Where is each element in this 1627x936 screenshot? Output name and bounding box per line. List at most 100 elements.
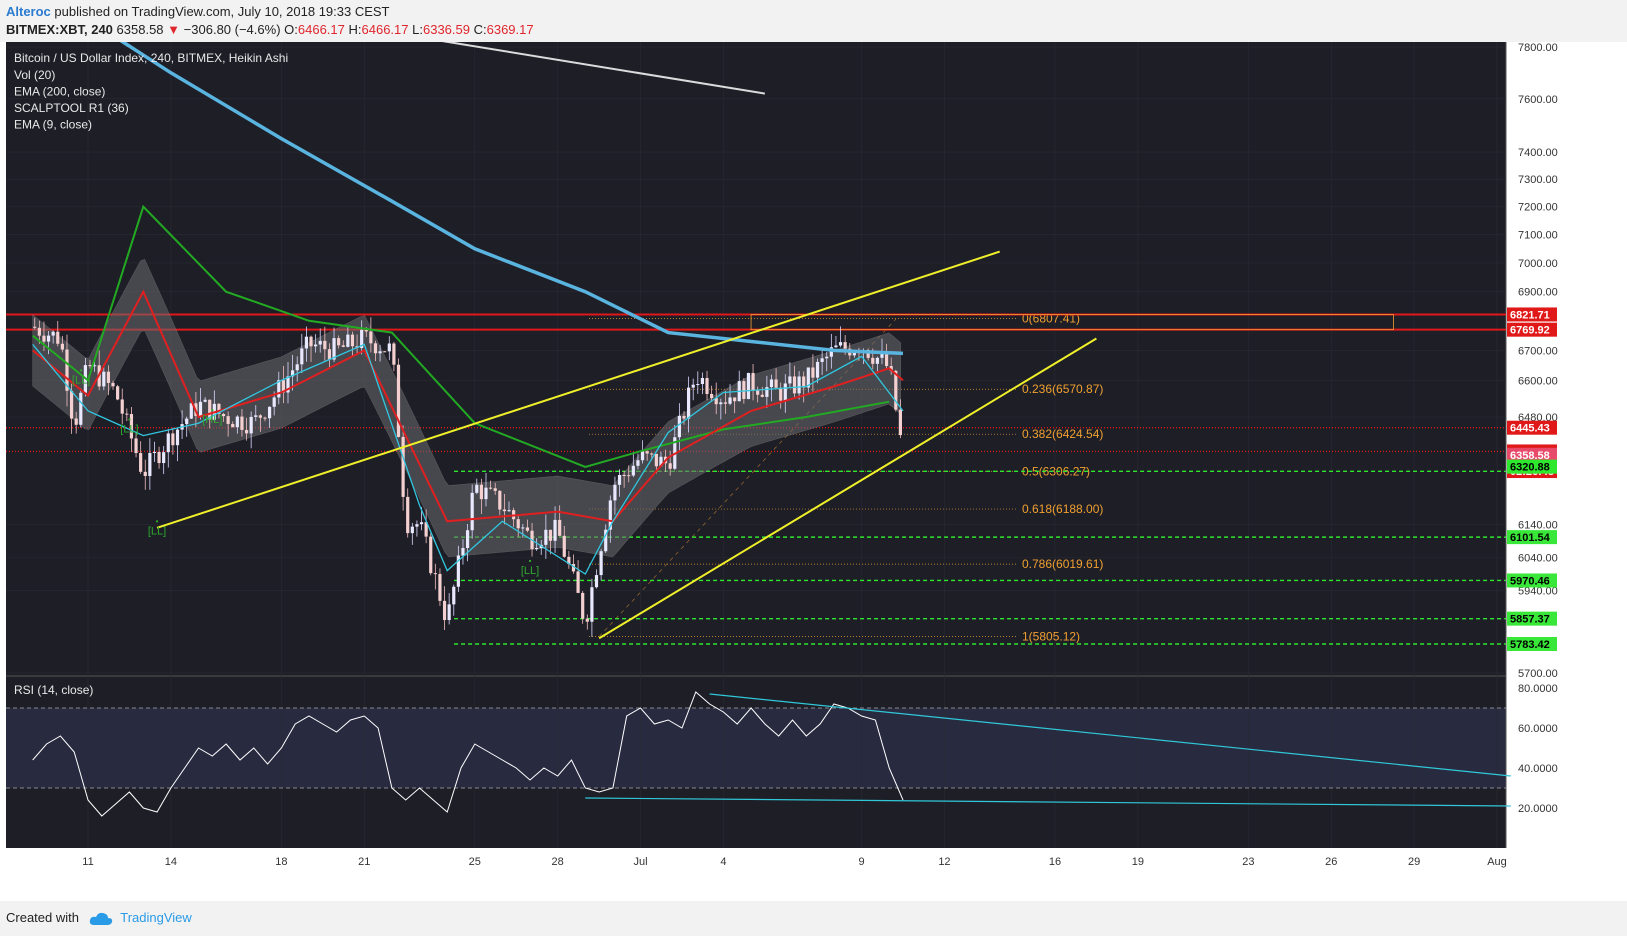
ema200-line — [54, 0, 904, 356]
fib-level-label: 0.5(6306.27) — [1022, 464, 1090, 478]
fib-level-label: 0.618(6188.00) — [1022, 502, 1103, 516]
candle-body — [410, 526, 414, 534]
candle-body — [198, 401, 203, 416]
swing-label: [LL] — [521, 565, 539, 577]
candle-body — [221, 413, 226, 417]
open-label: O: — [284, 22, 298, 37]
candle-body — [553, 519, 557, 541]
symbol-label: BITMEX:XBT, 240 — [6, 22, 113, 37]
tradingview-brand-link[interactable]: TradingView — [120, 910, 192, 925]
candle-body — [46, 335, 51, 342]
price-chart-svg[interactable]: 7800.00 7600.00 7400.00 7300.00 7200.00 7100.… — [6, 0, 1627, 901]
candle-body — [171, 433, 175, 446]
ohlc-line: BITMEX:XBT, 240 6358.58 ▼ −306.80 (−4.6%… — [6, 22, 534, 37]
candle-body — [226, 416, 230, 424]
level-price-badge-text: 5970.46 — [1510, 575, 1550, 587]
candle-body — [244, 429, 249, 434]
candle-body — [33, 326, 37, 328]
candle-body — [585, 618, 589, 622]
candle-body — [871, 357, 875, 364]
candle-body — [69, 390, 74, 419]
candle-body — [820, 358, 824, 362]
candle-body — [175, 429, 180, 446]
candle-body — [562, 535, 566, 557]
candle-body — [79, 392, 83, 425]
candle-body — [866, 350, 870, 358]
candle-body — [636, 460, 640, 466]
candle-body — [120, 399, 124, 414]
candle-body — [217, 403, 221, 414]
chart-area[interactable]: 7800.00 7600.00 7400.00 7300.00 7200.00 7100.… — [6, 0, 1627, 901]
candle-body — [645, 451, 649, 454]
candle-body — [318, 340, 322, 345]
main-pane-background — [6, 42, 1506, 676]
candle-body — [369, 331, 373, 344]
candle-body — [341, 345, 345, 347]
candle-body — [765, 387, 769, 397]
candle-body — [364, 329, 368, 332]
candle-body — [779, 387, 783, 401]
candle-body — [309, 336, 313, 347]
candle-body — [682, 415, 686, 419]
candle-body — [258, 415, 262, 418]
legend-item: EMA (200, close) — [14, 85, 105, 99]
candle-body — [769, 379, 774, 388]
candle-body — [544, 529, 548, 545]
time-tick-label: 4 — [720, 856, 726, 868]
candle-body — [493, 488, 497, 491]
candle-body — [465, 530, 470, 549]
candle-body — [631, 465, 635, 476]
close-value: 6369.17 — [486, 22, 534, 37]
legend-item: EMA (9, close) — [14, 118, 92, 132]
swing-label: [HL] — [202, 414, 222, 426]
created-with: Created with TradingView — [6, 910, 192, 926]
time-tick-label: 19 — [1132, 856, 1144, 868]
level-price-badge-text: 5857.37 — [1510, 614, 1550, 626]
trendline-wedge-upper — [156, 250, 1001, 529]
candle-body — [889, 366, 893, 371]
candle-body — [502, 509, 507, 512]
level-price-badge-text: 6769.92 — [1510, 325, 1550, 337]
candle-body — [834, 345, 838, 348]
rsi-line — [32, 691, 904, 817]
price-badge-text: 6320.88 — [1510, 462, 1550, 474]
candle-body — [723, 402, 728, 404]
rsi-trendline-rsi-lower — [585, 797, 1511, 807]
candle-body — [438, 573, 442, 601]
candle-body — [880, 353, 884, 358]
candle-body — [203, 399, 207, 402]
candle-body — [788, 376, 792, 384]
candle-body — [185, 418, 189, 425]
time-tick-label: 14 — [165, 856, 177, 868]
price-tick-label: 7600.00 — [1518, 94, 1558, 106]
candle-body — [604, 529, 608, 552]
swing-marker — [156, 520, 159, 523]
candle-body — [442, 600, 447, 621]
chart-title: Bitcoin / US Dollar Index, 240, BITMEX, … — [14, 51, 288, 65]
candle-body — [125, 413, 129, 415]
candle-body — [806, 367, 810, 388]
candle-body — [231, 423, 235, 428]
candle-body — [686, 387, 691, 419]
candle-body — [894, 370, 898, 410]
candle-body — [484, 487, 488, 500]
candle-body — [337, 338, 341, 346]
author-link[interactable]: Alteroc — [6, 4, 51, 19]
footer-bar: Created with TradingView — [0, 901, 1627, 936]
high-label: H: — [348, 22, 362, 37]
candle-body — [650, 453, 654, 455]
level-price-badge — [1507, 322, 1557, 337]
level-price-badge-text: 6101.54 — [1510, 532, 1551, 544]
candle-body — [613, 484, 617, 501]
rsi-tick-label: 40.0000 — [1518, 763, 1558, 775]
candle-body — [774, 379, 778, 388]
candle-body — [452, 586, 456, 605]
candle-body — [783, 383, 787, 401]
candle-body — [106, 371, 111, 383]
candle-body — [640, 451, 645, 461]
candle-body — [617, 475, 622, 485]
candle-body — [208, 399, 212, 420]
candle-body — [134, 438, 138, 454]
candle-body — [884, 353, 889, 367]
legend-item: Vol (20) — [14, 68, 55, 82]
